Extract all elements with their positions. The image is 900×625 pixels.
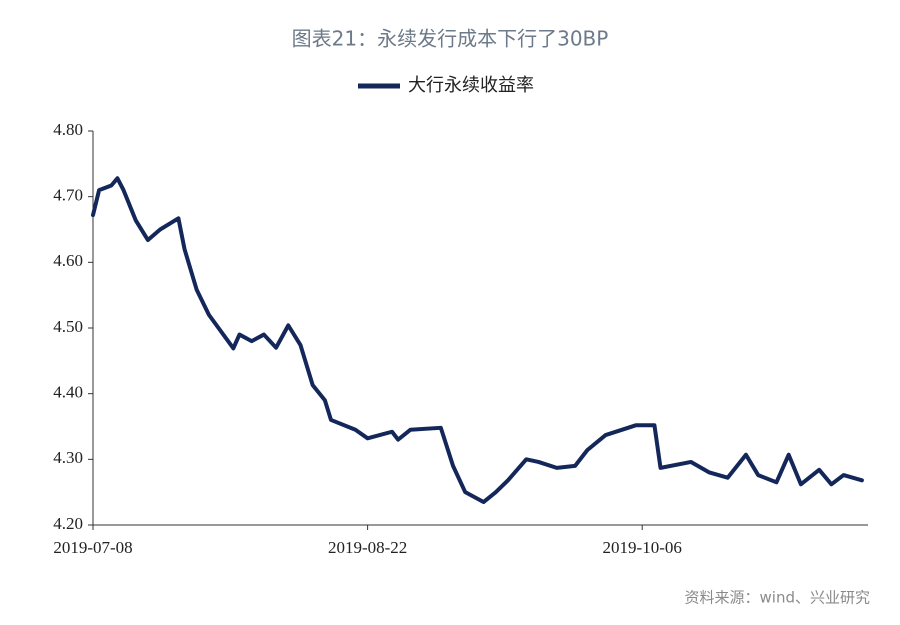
x-tick-label: 2019-10-06 bbox=[603, 538, 682, 557]
series-line bbox=[91, 176, 864, 505]
y-tick-label: 4.70 bbox=[53, 186, 83, 205]
x-tick-label: 2019-07-08 bbox=[53, 538, 132, 557]
source-note: 资料来源：wind、兴业研究 bbox=[685, 589, 870, 607]
chart-title: 图表21：永续发行成本下行了30BP bbox=[292, 27, 609, 51]
y-tick-label: 4.30 bbox=[53, 448, 83, 467]
y-tick-label: 4.80 bbox=[53, 120, 83, 139]
y-tick-label: 4.60 bbox=[53, 251, 83, 270]
x-tick-label: 2019-08-22 bbox=[328, 538, 407, 557]
y-tick-label: 4.50 bbox=[53, 317, 83, 336]
y-tick-label: 4.40 bbox=[53, 383, 83, 402]
legend-label: 大行永续收益率 bbox=[408, 75, 534, 96]
y-tick-label: 4.20 bbox=[53, 514, 83, 533]
